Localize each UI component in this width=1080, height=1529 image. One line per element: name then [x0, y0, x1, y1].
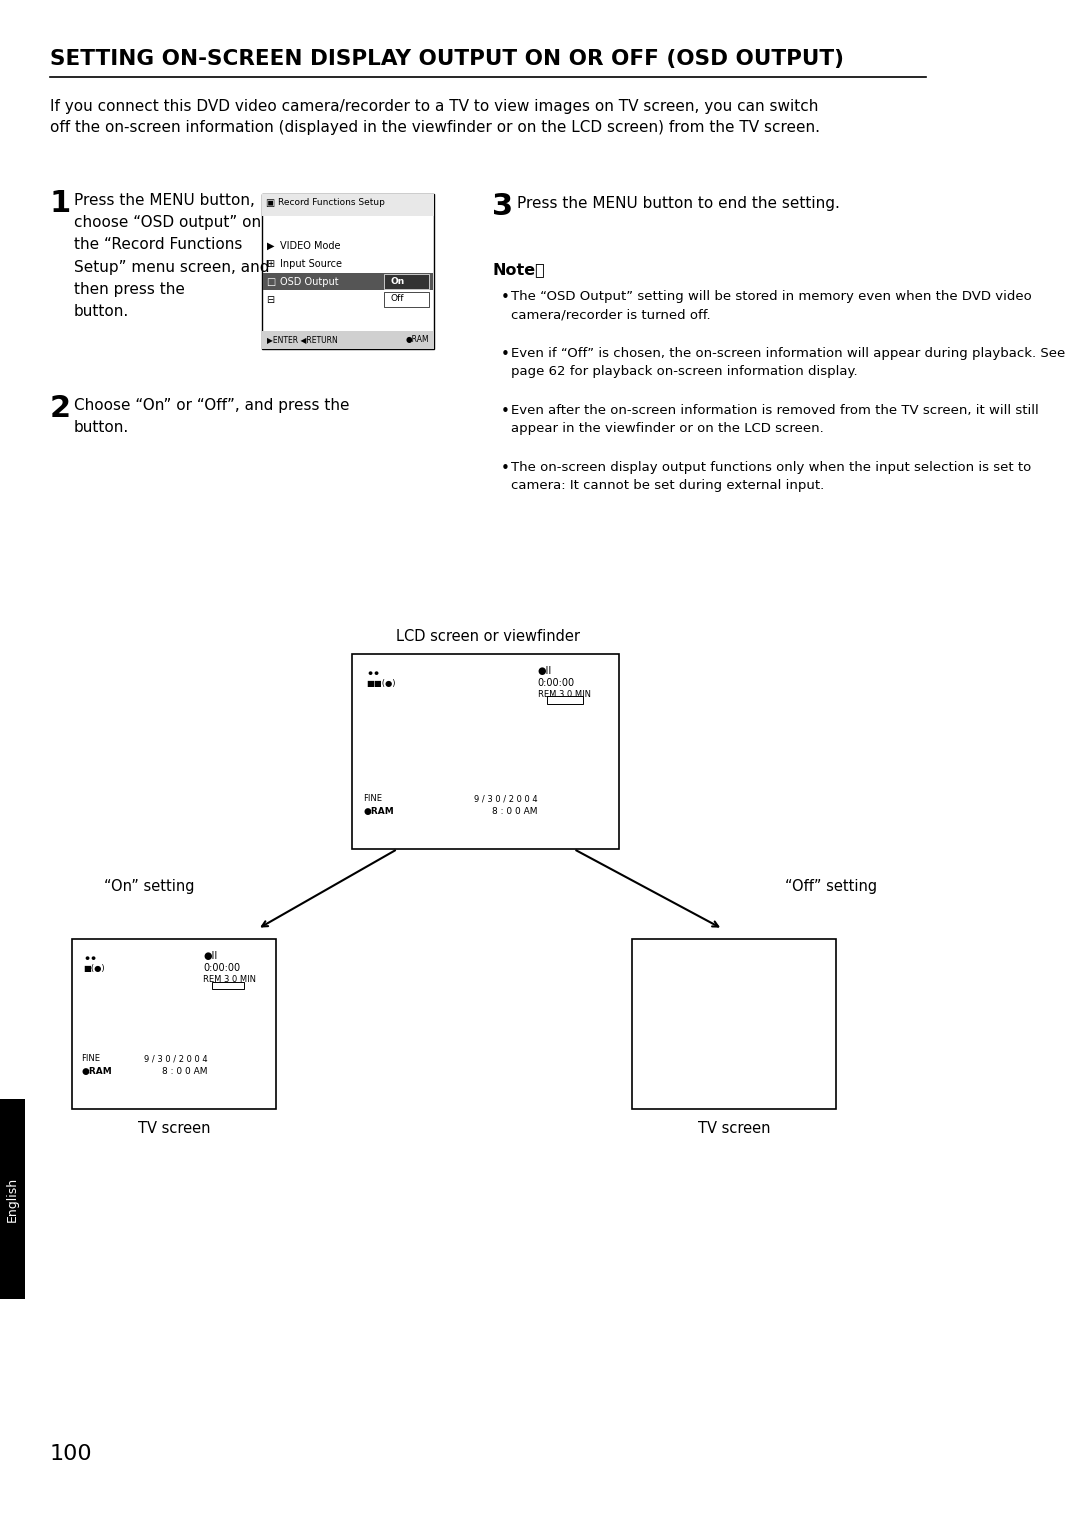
Text: LCD screen or viewfinder: LCD screen or viewfinder [396, 628, 580, 644]
Text: 0:00:00: 0:00:00 [203, 963, 241, 972]
Text: •: • [500, 462, 510, 476]
Text: ⚫⚫
■(●): ⚫⚫ ■(●) [83, 954, 105, 974]
Text: ▶: ▶ [267, 242, 274, 251]
Text: TV screen: TV screen [698, 1121, 770, 1136]
Text: 8 : 0 0 AM: 8 : 0 0 AM [162, 1067, 207, 1076]
Text: “Off” setting: “Off” setting [785, 879, 877, 894]
Text: The on-screen display output functions only when the input selection is set to c: The on-screen display output functions o… [511, 462, 1031, 492]
Text: OSD Output: OSD Output [280, 277, 339, 287]
Text: 3: 3 [492, 193, 513, 222]
Text: 100: 100 [50, 1443, 92, 1463]
Text: ●II: ●II [203, 951, 217, 962]
Bar [352, 654, 619, 849]
Text: 0:00:00: 0:00:00 [538, 677, 575, 688]
Text: ●RAM: ●RAM [405, 335, 429, 344]
Text: Even after the on-screen information is removed from the TV screen, it will stil: Even after the on-screen information is … [511, 404, 1039, 434]
Text: ⚫⚫
■■(●): ⚫⚫ ■■(●) [366, 670, 395, 688]
Text: Press the MENU button to end the setting.: Press the MENU button to end the setting… [516, 196, 839, 211]
Bar [0, 1099, 25, 1300]
Text: 9 / 3 0 / 2 0 0 4: 9 / 3 0 / 2 0 0 4 [144, 1053, 207, 1063]
Text: •: • [500, 291, 510, 304]
Text: Press the MENU button,
choose “OSD output” on
the “Record Functions
Setup” menu : Press the MENU button, choose “OSD outpu… [75, 193, 270, 320]
Text: 8 : 0 0 AM: 8 : 0 0 AM [492, 807, 538, 816]
Bar [546, 696, 583, 703]
Text: Note：: Note： [492, 261, 545, 277]
Text: Off: Off [390, 294, 404, 303]
Text: REM 3 0 MIN: REM 3 0 MIN [538, 690, 591, 699]
Text: On: On [390, 277, 405, 286]
Text: •: • [500, 347, 510, 362]
Text: FINE: FINE [363, 794, 382, 803]
Text: •: • [500, 404, 510, 419]
Text: The “OSD Output” setting will be stored in memory even when the DVD video camera: The “OSD Output” setting will be stored … [511, 291, 1032, 321]
Text: English: English [6, 1176, 19, 1222]
Text: ⊟: ⊟ [267, 295, 274, 304]
Bar [262, 330, 434, 349]
Text: VIDEO Mode: VIDEO Mode [280, 242, 340, 251]
Text: Choose “On” or “Off”, and press the
button.: Choose “On” or “Off”, and press the butt… [75, 398, 350, 436]
Text: ⊞: ⊞ [267, 258, 274, 269]
Text: 2: 2 [50, 394, 71, 424]
Text: FINE: FINE [81, 1053, 100, 1063]
Text: 1: 1 [50, 190, 71, 219]
Text: Record Functions Setup: Record Functions Setup [279, 197, 386, 206]
Text: □: □ [267, 277, 275, 287]
Bar [262, 274, 433, 291]
Bar [262, 194, 434, 216]
Bar [633, 939, 836, 1109]
Text: Input Source: Input Source [280, 258, 342, 269]
Bar [72, 939, 275, 1109]
Text: “On” setting: “On” setting [104, 879, 194, 894]
Text: Even if “Off” is chosen, the on-screen information will appear during playback. : Even if “Off” is chosen, the on-screen i… [511, 347, 1066, 378]
Bar [213, 982, 244, 989]
Text: 9 / 3 0 / 2 0 0 4: 9 / 3 0 / 2 0 0 4 [474, 794, 538, 803]
Text: ▣: ▣ [266, 197, 275, 208]
Text: If you connect this DVD video camera/recorder to a TV to view images on TV scree: If you connect this DVD video camera/rec… [50, 99, 820, 135]
Text: TV screen: TV screen [137, 1121, 211, 1136]
Text: ▶ENTER ◀RETURN: ▶ENTER ◀RETURN [267, 335, 337, 344]
Text: ●II: ●II [538, 667, 552, 676]
Bar [262, 194, 434, 349]
Bar [384, 292, 429, 307]
Text: REM 3 0 MIN: REM 3 0 MIN [203, 976, 256, 985]
Text: ●RAM: ●RAM [81, 1067, 112, 1076]
Text: ●RAM: ●RAM [363, 807, 394, 816]
Text: SETTING ON-SCREEN DISPLAY OUTPUT ON OR OFF (OSD OUTPUT): SETTING ON-SCREEN DISPLAY OUTPUT ON OR O… [50, 49, 843, 69]
Bar [384, 274, 429, 289]
